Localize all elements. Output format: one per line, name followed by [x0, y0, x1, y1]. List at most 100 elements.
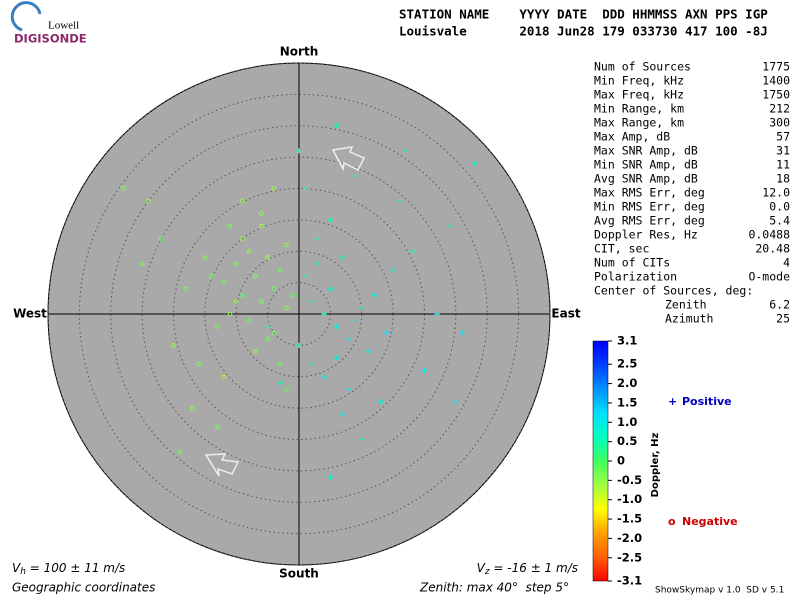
source-negative — [246, 317, 252, 323]
source-positive — [340, 255, 346, 261]
legend-symbol: + — [668, 395, 677, 408]
stat-label: Polarization — [594, 270, 677, 284]
source-negative — [177, 449, 183, 455]
stat-value: 20.48 — [755, 242, 790, 256]
stat-label: Min RMS Err, deg — [594, 200, 705, 214]
source-positive — [302, 273, 308, 279]
stat-value: 4 — [783, 256, 790, 270]
legend-label: Negative — [682, 515, 738, 528]
logo-bottom: DIGISONDE — [14, 32, 87, 46]
source-negative — [233, 299, 239, 304]
source-positive — [384, 330, 390, 336]
source-positive — [309, 298, 315, 304]
stat-label: Num of CITs — [594, 256, 670, 270]
source-negative — [227, 311, 233, 317]
stat-value: 1400 — [762, 74, 790, 88]
source-negative — [240, 236, 245, 241]
drift-arrow — [204, 453, 240, 477]
source-positive — [472, 160, 478, 166]
source-positive — [346, 336, 352, 342]
stat-value: 25 — [776, 312, 790, 326]
legend-label: Positive — [682, 395, 732, 408]
source-negative — [246, 248, 252, 254]
stat-label: Min Freq, kHz — [594, 74, 684, 88]
stat-value: O-mode — [748, 270, 790, 284]
v-symbol: V — [12, 561, 21, 575]
colorbar-tick-label: 0 — [617, 454, 625, 468]
source-positive — [403, 148, 409, 154]
stat-label: Min SNR Amp, dB — [594, 158, 698, 172]
source-positive — [390, 267, 396, 273]
stat-label: Max Freq, kHz — [594, 88, 684, 102]
source-negative — [252, 349, 258, 354]
source-positive — [321, 374, 327, 380]
stat-label: Max Amp, dB — [594, 130, 670, 144]
source-negative — [240, 198, 245, 204]
source-negative — [196, 361, 201, 367]
source-negative — [190, 405, 195, 411]
source-positive — [296, 148, 302, 154]
source-positive — [447, 223, 453, 229]
colorbar-tick-label: 0.5 — [617, 434, 637, 448]
source-negative — [146, 198, 151, 204]
colorbar-tick-label: 2.5 — [617, 357, 637, 371]
drift-arrow — [331, 146, 366, 172]
source-negative — [202, 255, 208, 260]
source-positive — [334, 123, 340, 129]
source-negative — [121, 186, 126, 191]
v-text: = -16 ± 1 m/s — [490, 561, 578, 575]
source-positive — [334, 355, 340, 361]
colorbar-tick-label: 1.0 — [617, 415, 637, 429]
source-positive — [422, 367, 427, 373]
source-negative — [240, 292, 245, 298]
source-positive — [315, 236, 321, 242]
source-positive — [453, 399, 459, 405]
stat-value: 12.0 — [762, 186, 790, 200]
stat-value: 11 — [776, 158, 790, 172]
source-positive — [409, 248, 415, 254]
colorbar-tick-label: -2.5 — [617, 550, 642, 564]
source-negative — [271, 286, 277, 292]
source-positive — [321, 311, 327, 317]
colorbar-tick-label: -1.0 — [617, 492, 642, 506]
stat-heading: Center of Sources, deg: — [594, 284, 753, 298]
source-negative — [233, 261, 239, 267]
source-negative — [227, 223, 233, 229]
colorbar-tick-label: -1.5 — [617, 512, 642, 526]
south-label: South — [279, 567, 319, 581]
source-negative — [171, 343, 176, 348]
colorbar-tick-label: 1.5 — [617, 395, 637, 409]
colorbar-title: Doppler, Hz — [650, 433, 661, 498]
zenith-label: Zenith: max 40° step 5° — [419, 581, 569, 595]
source-positive — [352, 173, 358, 179]
stat-value: 1775 — [762, 60, 790, 74]
stat-value: 300 — [769, 116, 790, 130]
version-label: ShowSkymap v 1.0 SD v 5.1 — [655, 586, 784, 596]
source-negative — [215, 424, 220, 430]
source-positive — [340, 411, 346, 417]
source-negative — [221, 280, 226, 285]
stat-value: 0.0488 — [748, 228, 790, 242]
west-label: West — [13, 307, 47, 321]
source-positive — [327, 217, 333, 223]
stat-label: Max Range, km — [594, 116, 684, 130]
source-positive — [371, 292, 377, 298]
colorbar — [592, 340, 609, 582]
source-positive — [346, 386, 352, 392]
source-positive — [359, 437, 365, 442]
source-positive — [396, 198, 402, 204]
colorbar-tick-label: 2.0 — [617, 376, 637, 390]
logo-top: Lowell — [48, 20, 79, 32]
v-symbol: V — [477, 561, 486, 575]
stat-value: 18 — [776, 172, 790, 186]
source-positive — [459, 330, 465, 336]
colorbar-tick-label: -3.1 — [617, 574, 642, 588]
colorbar-tick-label: 3.1 — [617, 334, 637, 348]
stat-value: 31 — [776, 144, 790, 158]
stat-value: 5.4 — [769, 214, 790, 228]
v-text: = 100 ± 11 m/s — [26, 561, 125, 575]
colorbar-tick-label: -2.0 — [617, 531, 642, 545]
stat-label: CIT, sec — [594, 242, 649, 256]
east-label: East — [551, 307, 580, 321]
source-positive — [265, 324, 271, 330]
